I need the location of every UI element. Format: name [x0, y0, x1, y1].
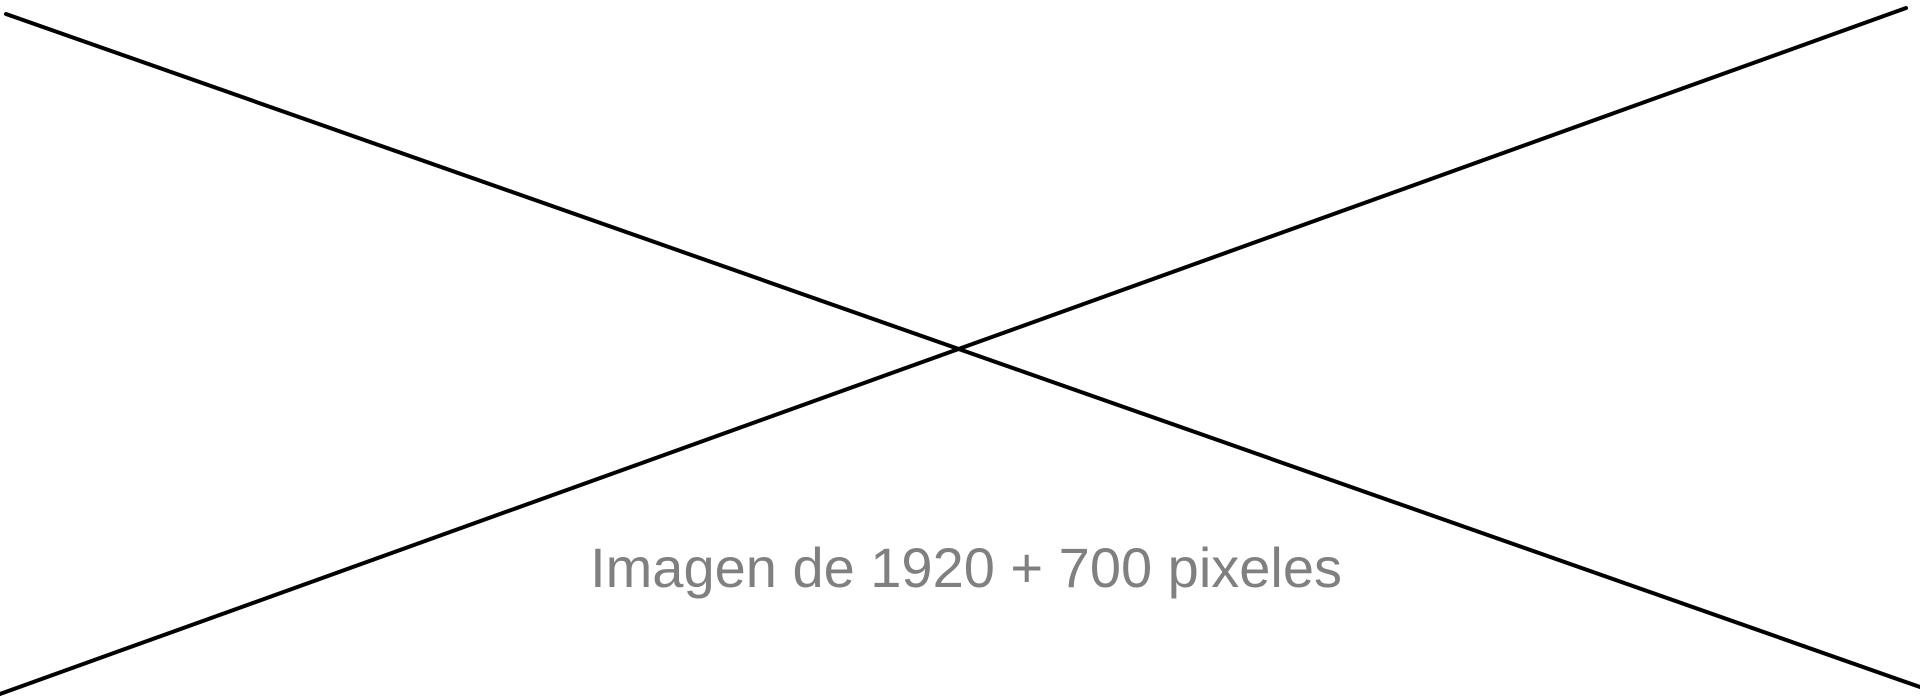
diagonal-line-ascending — [0, 6, 1908, 696]
placeholder-caption: Imagen de 1920 + 700 pixeles — [590, 536, 1342, 599]
diagonal-line-descending — [4, 12, 1920, 689]
